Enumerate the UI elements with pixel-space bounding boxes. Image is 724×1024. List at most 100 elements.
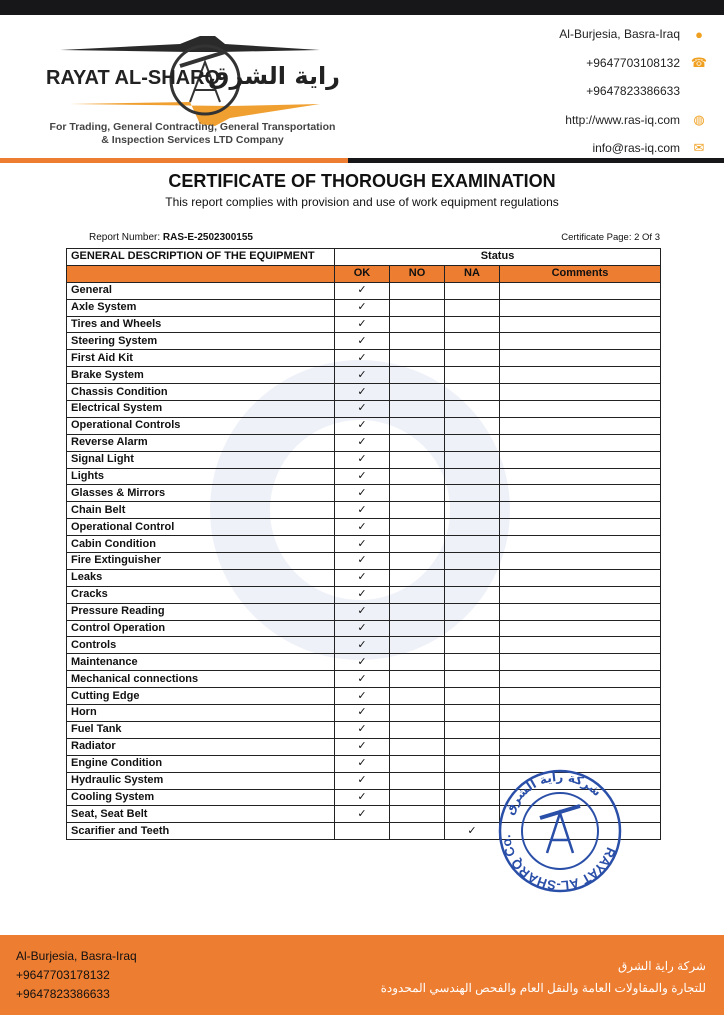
- header-blank: [66, 264, 335, 283]
- table-row: Engine Condition ✓: [66, 754, 661, 773]
- item-name: Signal Light: [66, 450, 335, 469]
- status-no-cell: [389, 822, 445, 841]
- table-row: Horn ✓: [66, 704, 661, 722]
- comments-cell: [499, 704, 661, 722]
- comments-cell: [499, 602, 661, 621]
- status-na-cell: [444, 568, 500, 587]
- contact-email[interactable]: info@ras-iq.com ✉: [559, 134, 706, 163]
- item-name: Tires and Wheels: [66, 315, 335, 334]
- comments-cell: [499, 754, 661, 773]
- status-no-cell: [389, 619, 445, 638]
- status-no-cell: [389, 281, 445, 300]
- comments-cell: [499, 281, 661, 300]
- status-ok-cell: ✓: [334, 383, 390, 402]
- status-ok-cell: ✓: [334, 298, 390, 317]
- status-na-cell: [444, 619, 500, 638]
- item-name: First Aid Kit: [66, 349, 335, 368]
- status-ok-cell: ✓: [334, 332, 390, 351]
- svg-text:RAYAT AL-SHARQ Co.: RAYAT AL-SHARQ Co.: [498, 834, 619, 893]
- status-no-cell: [389, 602, 445, 621]
- contact-text: +9647703108132: [586, 55, 680, 70]
- contact-phone-2: +9647823386633: [559, 77, 706, 106]
- status-ok-cell: ✓: [334, 771, 390, 790]
- status-ok-cell: ✓: [334, 670, 390, 689]
- item-name: Radiator: [66, 737, 335, 756]
- status-ok-cell: ✓: [334, 281, 390, 300]
- item-name: Chassis Condition: [66, 383, 335, 402]
- status-no-cell: [389, 332, 445, 351]
- status-ok-cell: ✓: [334, 704, 390, 722]
- status-no-cell: [389, 788, 445, 807]
- table-row: Maintenance ✓: [66, 653, 661, 672]
- status-ok-cell: ✓: [334, 619, 390, 638]
- comments-cell: [499, 332, 661, 351]
- status-no-cell: [389, 670, 445, 689]
- tagline-line-2: & Inspection Services LTD Company: [101, 134, 284, 146]
- status-ok-cell: ✓: [334, 788, 390, 807]
- status-ok-cell: ✓: [334, 737, 390, 756]
- comments-cell: [499, 484, 661, 503]
- status-na-cell: ✓: [444, 822, 500, 841]
- table-row: General ✓: [66, 281, 661, 300]
- status-na-cell: [444, 349, 500, 368]
- contact-website[interactable]: http://www.ras-iq.com ◍: [559, 106, 706, 135]
- status-no-cell: [389, 467, 445, 486]
- comments-cell: [499, 467, 661, 486]
- status-ok-cell: ✓: [334, 535, 390, 554]
- icon-spacer: [692, 84, 706, 98]
- status-no-cell: [389, 315, 445, 334]
- status-ok-cell: ✓: [334, 585, 390, 604]
- status-na-cell: [444, 518, 500, 537]
- table-row: Control Operation ✓: [66, 619, 661, 638]
- comments-cell: [499, 501, 661, 520]
- col-na: NA: [444, 264, 500, 283]
- item-name: Mechanical connections: [66, 670, 335, 689]
- table-row: Leaks ✓: [66, 568, 661, 587]
- company-stamp: RAYAT AL-SHARQ Co. شركة راية الشرق: [498, 769, 622, 893]
- orange-divider: [0, 158, 348, 163]
- status-na-cell: [444, 450, 500, 469]
- website-link[interactable]: http://www.ras-iq.com: [565, 112, 680, 127]
- footer-phone-1: +9647703178132: [16, 968, 110, 982]
- table-row: Seat, Seat Belt ✓: [66, 805, 661, 824]
- item-name: Brake System: [66, 366, 335, 385]
- item-name: Maintenance: [66, 653, 335, 672]
- table-row: Pressure Reading ✓: [66, 602, 661, 621]
- comments-cell: [499, 366, 661, 385]
- status-na-cell: [444, 754, 500, 773]
- status-ok-cell: [334, 822, 390, 841]
- contact-text: +9647823386633: [586, 84, 680, 99]
- email-link[interactable]: info@ras-iq.com: [592, 141, 680, 156]
- status-no-cell: [389, 805, 445, 824]
- table-row: Reverse Alarm ✓: [66, 433, 661, 452]
- comments-cell: [499, 433, 661, 452]
- status-na-cell: [444, 585, 500, 604]
- status-ok-cell: ✓: [334, 349, 390, 368]
- location-pin-icon: ●: [695, 26, 703, 42]
- table-row: Chain Belt ✓: [66, 501, 661, 520]
- comments-cell: [499, 450, 661, 469]
- comments-cell: [499, 788, 661, 807]
- mail-icon: ✉: [693, 140, 705, 156]
- comments-cell: [499, 349, 661, 368]
- status-no-cell: [389, 450, 445, 469]
- status-ok-cell: ✓: [334, 450, 390, 469]
- table-row: Operational Controls ✓: [66, 416, 661, 435]
- svg-text:RAYAT AL-SHARQ: RAYAT AL-SHARQ: [46, 67, 220, 89]
- report-number-value: RAS-E-2502300155: [162, 232, 253, 243]
- status-no-cell: [389, 687, 445, 706]
- status-na-cell: [444, 332, 500, 351]
- status-ok-cell: ✓: [334, 484, 390, 503]
- status-no-cell: [389, 720, 445, 739]
- item-name: Leaks: [66, 568, 335, 587]
- item-name: Steering System: [66, 332, 335, 351]
- status-ok-cell: ✓: [334, 552, 390, 570]
- status-ok-cell: ✓: [334, 653, 390, 672]
- status-ok-cell: ✓: [334, 805, 390, 824]
- table-row: Controls ✓: [66, 636, 661, 655]
- status-no-cell: [389, 366, 445, 385]
- table-row: Brake System ✓: [66, 366, 661, 385]
- comments-cell: [499, 737, 661, 756]
- comments-cell: [499, 518, 661, 537]
- dark-divider: [348, 158, 724, 163]
